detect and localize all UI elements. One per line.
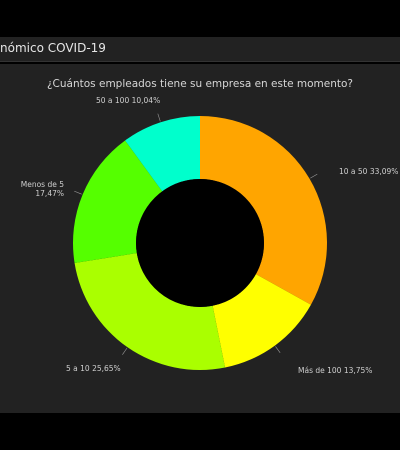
- slice-label: 50 a 100 10,04%: [96, 96, 160, 105]
- slice-label: Más de 100 13,75%: [298, 366, 372, 375]
- slice-50-a-100[interactable]: [125, 116, 200, 192]
- leader-line: [275, 346, 281, 354]
- donut-chart: 10 a 50 33,09% Más de 100 13,75% 5 a 10 25…: [21, 96, 399, 375]
- slice-5-a-10[interactable]: [74, 253, 226, 371]
- slice-mas-de-100[interactable]: [212, 274, 311, 368]
- chart-panel: ¿Cuántos empleados tiene su empresa en e…: [0, 64, 400, 413]
- donut-hole: [136, 179, 264, 307]
- leader-line: [310, 173, 318, 179]
- slice-label: 5 a 10 25,65%: [66, 364, 121, 373]
- leader-line: [122, 347, 128, 355]
- slice-menos-de-5[interactable]: [73, 140, 163, 263]
- leader-line: [157, 113, 161, 122]
- slice-10-a-50[interactable]: [200, 116, 327, 305]
- chart-title: ¿Cuántos empleados tiene su empresa en e…: [46, 78, 354, 90]
- dashboard-header: nómico COVID-19: [0, 37, 400, 62]
- leader-line: [74, 190, 82, 195]
- dashboard-title: nómico COVID-19: [0, 41, 106, 55]
- slice-label: 10 a 50 33,09%: [339, 167, 398, 176]
- slice-label: Menos de 5 17,47%: [21, 180, 64, 198]
